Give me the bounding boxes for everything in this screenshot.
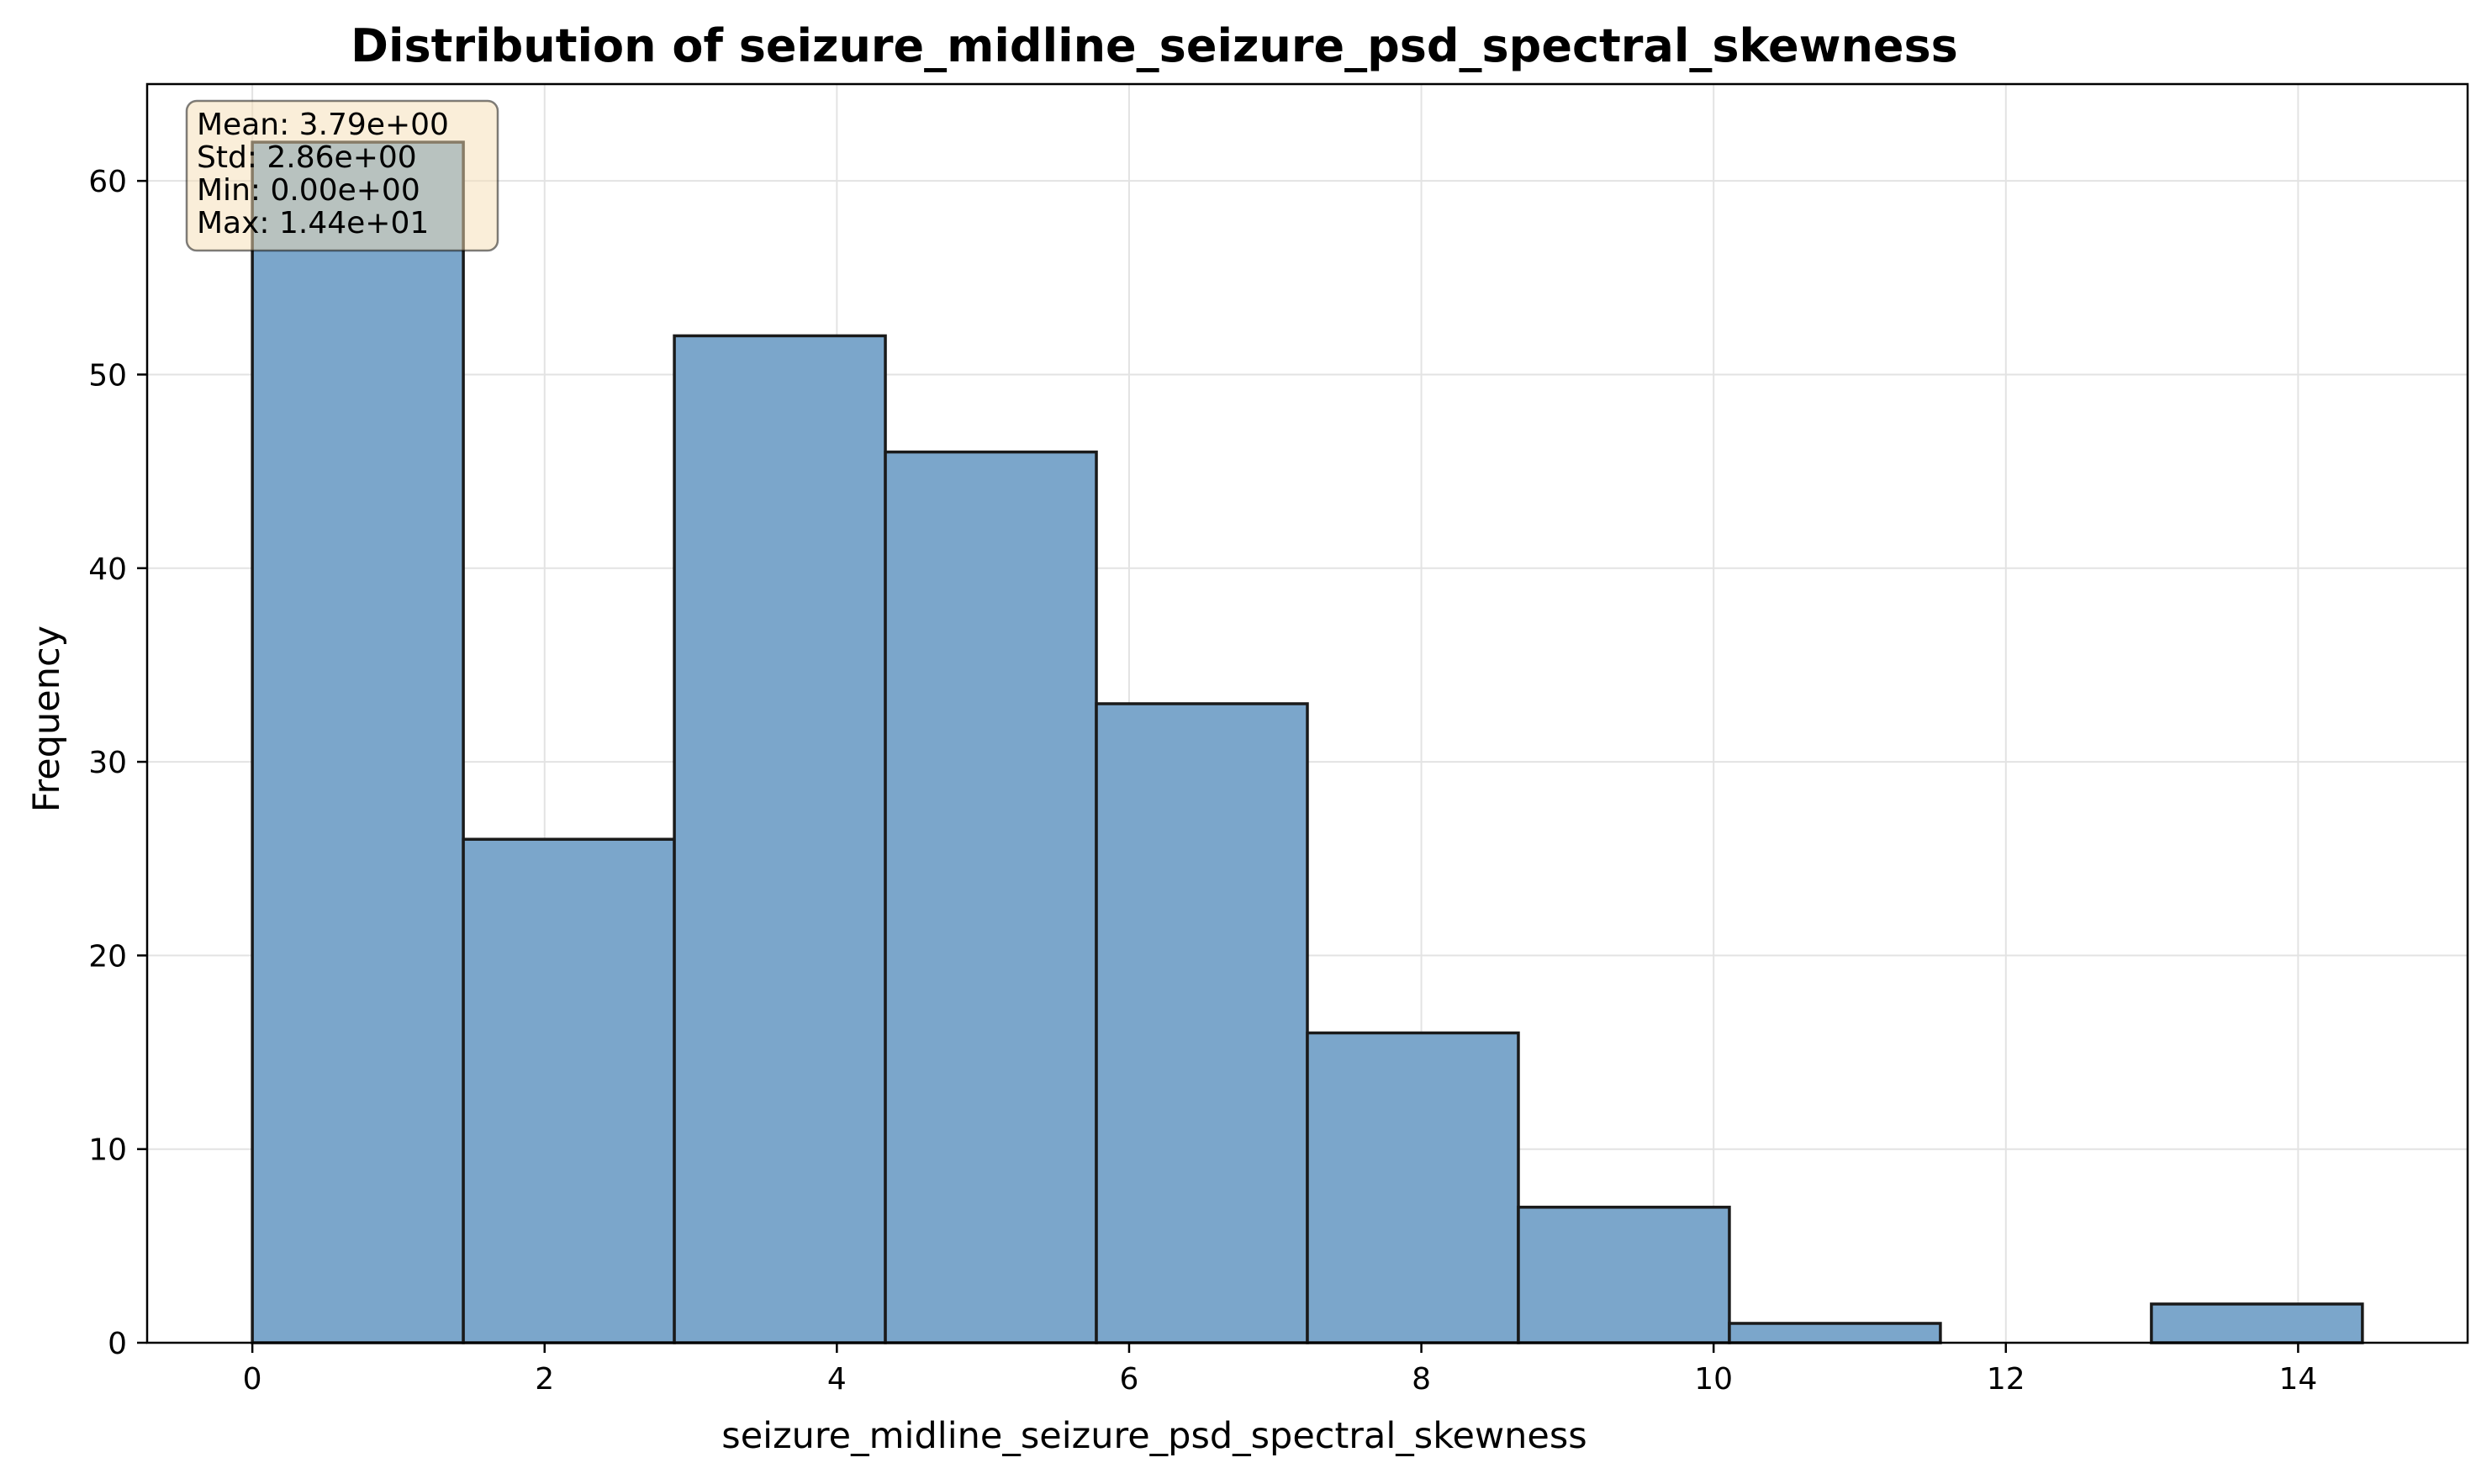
stats-line: Min: 0.00e+00 (197, 173, 420, 208)
y-tick-label: 50 (88, 358, 127, 393)
histogram-bar (1728, 1322, 1942, 1344)
histogram-bars (251, 140, 2364, 1344)
y-axis-ticks: 0 10 20 30 40 50 60 (88, 165, 147, 1361)
plot-frame (145, 82, 2469, 1344)
histogram-bar (251, 140, 465, 1344)
histogram-bar (2150, 1302, 2364, 1344)
x-tick-label: 8 (1412, 1362, 1431, 1397)
y-tick-label: 30 (88, 746, 127, 780)
x-tick-label: 2 (535, 1362, 554, 1397)
x-tick-label: 14 (2278, 1362, 2317, 1397)
y-tick-label: 10 (88, 1133, 127, 1168)
y-tick-label: 40 (88, 552, 127, 587)
histogram-bar (1095, 702, 1309, 1344)
chart-title: Distribution of seizure_midline_seizure_… (351, 19, 1958, 72)
stats-box-background (185, 99, 499, 252)
histogram-bar (1517, 1206, 1731, 1344)
y-tick-label: 0 (108, 1327, 127, 1361)
x-tick-label: 10 (1694, 1362, 1733, 1397)
y-tick-label: 20 (88, 939, 127, 974)
x-tick-label: 4 (827, 1362, 847, 1397)
x-tick-label: 12 (1987, 1362, 2025, 1397)
histogram-bar (884, 450, 1098, 1344)
y-tick-label: 60 (88, 165, 127, 199)
histogram-bar (462, 837, 676, 1344)
x-axis-label: seizure_midline_seizure_psd_spectral_ske… (721, 1415, 1587, 1457)
stats-line: Std: 2.86e+00 (197, 140, 417, 175)
histogram-bar (673, 334, 887, 1344)
x-tick-label: 0 (243, 1362, 262, 1397)
x-tick-label: 6 (1120, 1362, 1139, 1397)
stats-line: Mean: 3.79e+00 (197, 108, 449, 142)
x-axis-ticks: 0 2 4 6 8 10 12 14 (243, 1343, 2317, 1397)
y-axis-label: Frequency (26, 626, 68, 812)
stats-line: Max: 1.44e+01 (197, 206, 429, 240)
histogram-bar (1306, 1031, 1520, 1344)
